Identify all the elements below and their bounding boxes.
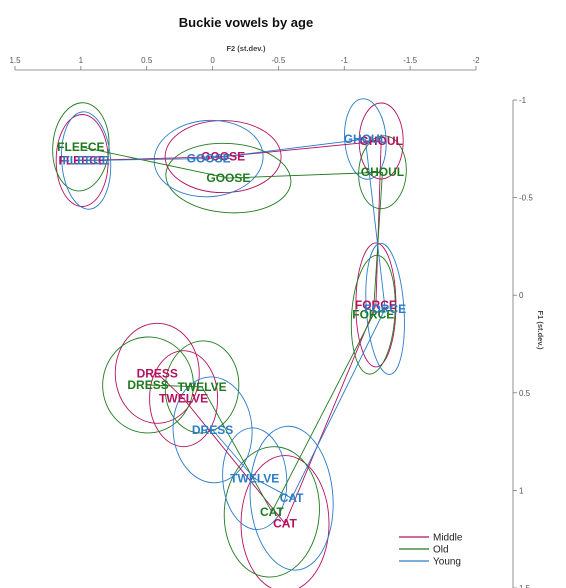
x-tick-label: 0	[210, 56, 215, 65]
point-label-young-fleece: FLEECE	[62, 154, 109, 168]
point-label-old-twelve: TWELVE	[177, 380, 226, 394]
ellipse-middle-goose	[164, 120, 282, 194]
point-label-middle-cat: CAT	[273, 517, 297, 531]
point-label-middle-fleece: FLEECE	[59, 154, 106, 168]
ellipse-young-ghoul	[344, 98, 387, 180]
point-label-middle-dress: DRESS	[137, 366, 178, 380]
point-label-young-cat: CAT	[280, 491, 304, 505]
point-label-old-dress: DRESS	[127, 378, 168, 392]
point-label-middle-goose: GOOSE	[201, 150, 245, 164]
y-tick-label: 0.5	[519, 389, 531, 398]
ellipse-old-twelve	[164, 340, 240, 434]
x-tick-label: -1.5	[403, 56, 417, 65]
y-tick-label: 0	[519, 291, 524, 300]
vowel-labels: FLEECE GOOSEGHOULFORCECATTWELVEDRESSFLEEC…	[57, 132, 406, 531]
point-label-middle-ghoul: GHOUL	[359, 134, 402, 148]
point-label-middle-twelve: TWELVE	[159, 392, 208, 406]
ellipse-young-dress	[172, 376, 253, 484]
y-tick-label: 1.5	[519, 584, 531, 588]
ellipse-young-fleece	[61, 111, 112, 210]
ellipse-middle-dress	[114, 322, 200, 424]
point-label-young-twelve: TWELVE	[230, 472, 279, 486]
ellipse-old-fleece	[52, 102, 110, 192]
vowel-trajectories	[80, 138, 386, 525]
y-axis-title: F1 (st.dev.)	[536, 310, 545, 350]
ellipse-middle-ghoul	[358, 102, 404, 180]
x-tick-label: -2	[472, 56, 480, 65]
ellipse-young-force	[365, 242, 405, 375]
confidence-ellipses	[52, 98, 407, 588]
ellipse-young-twelve	[222, 427, 288, 530]
x-tick-label: 1.5	[9, 56, 21, 65]
trajectory-young	[86, 138, 386, 499]
ellipse-old-cat	[223, 446, 320, 578]
point-label-old-force: FORCE	[352, 308, 394, 322]
point-label-middle-force: FORCE	[355, 298, 397, 312]
legend-label-middle: Middle	[433, 533, 463, 544]
trajectory-middle	[82, 140, 382, 525]
point-label-young-dress: DRESS	[192, 423, 233, 437]
y-tick-label: -1	[519, 96, 527, 105]
axes: 1.5 1 0.5 0 -0.5 -1 -1.5 -2 -1 -0.5 0 0.5 1 1.5	[9, 56, 533, 588]
legend-label-young: Young	[433, 557, 461, 568]
point-label-old-fleece: FLEECE	[57, 140, 104, 154]
ellipse-old-dress	[102, 336, 194, 434]
ellipse-middle-force	[355, 242, 397, 368]
y-tick-label: -0.5	[519, 194, 533, 203]
trajectory-old	[80, 146, 383, 513]
ellipse-old-goose	[165, 142, 292, 214]
x-tick-label: -0.5	[272, 56, 286, 65]
x-tick-label: 0.5	[141, 56, 153, 65]
point-label-old-goose: GOOSE	[206, 171, 250, 185]
point-label-young-force: FORCE	[364, 302, 406, 316]
point-label-young-ghoul: GHOUL	[344, 132, 387, 146]
x-axis-title: F2 (st.dev.)	[226, 44, 266, 53]
x-tick-label: -1	[341, 56, 349, 65]
x-tick-label: 1	[79, 56, 84, 65]
point-label-old-cat: CAT	[260, 505, 284, 519]
point-label-old-ghoul: GHOUL	[361, 165, 404, 179]
ellipse-middle-twelve	[149, 350, 219, 448]
y-tick-label: 1	[519, 486, 524, 495]
ellipse-young-cat	[249, 425, 334, 571]
legend-label-old: Old	[433, 545, 449, 556]
point-label-young-goose: GOOSE	[187, 152, 231, 166]
chart-title: Buckie vowels by age	[179, 15, 313, 30]
